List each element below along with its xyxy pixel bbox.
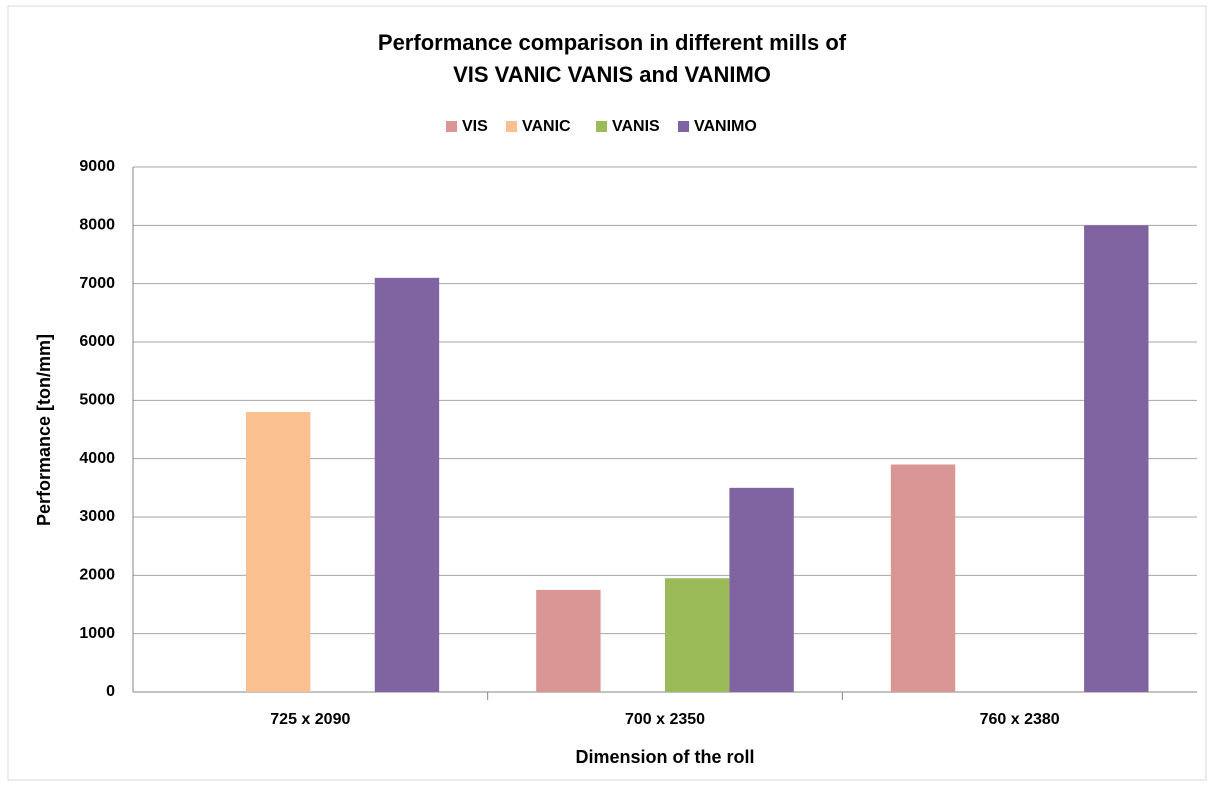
chart-frame: [7, 5, 1207, 781]
bar: [536, 589, 601, 692]
x-tick-label: 725 x 2090: [270, 711, 350, 728]
legend-swatch: [506, 121, 517, 132]
legend-swatch: [678, 121, 689, 132]
y-tick-label: 9000: [79, 158, 115, 175]
bar: [729, 487, 794, 692]
y-tick-label: 3000: [79, 508, 115, 525]
chart-title: Performance comparison in different mill…: [378, 30, 847, 55]
x-axis-label: Dimension of the roll: [575, 747, 754, 767]
y-tick-label: 5000: [79, 392, 115, 409]
legend-swatch: [596, 121, 607, 132]
x-tick-label: 700 x 2350: [625, 711, 705, 728]
y-tick-label: 1000: [79, 625, 115, 642]
legend-label: VANIMO: [694, 118, 757, 135]
x-tick-label: 760 x 2380: [980, 711, 1060, 728]
chart-title: VIS VANIC VANIS and VANIMO: [453, 62, 771, 87]
y-tick-label: 6000: [79, 333, 115, 350]
legend-swatch: [446, 121, 457, 132]
legend-label: VANIC: [522, 118, 571, 135]
y-axis-label: Performance [ton/mm]: [34, 334, 54, 526]
legend-label: VANIS: [612, 118, 660, 135]
bar: [665, 578, 730, 692]
bar: [890, 464, 956, 692]
y-tick-label: 0: [106, 683, 115, 700]
legend-label: VIS: [462, 118, 488, 135]
bar: [1084, 225, 1149, 693]
bar: [374, 277, 440, 692]
y-tick-label: 8000: [79, 217, 115, 234]
y-tick-label: 2000: [79, 567, 115, 584]
y-tick-label: 4000: [79, 450, 115, 467]
y-tick-label: 7000: [79, 275, 115, 292]
bar: [245, 412, 311, 692]
